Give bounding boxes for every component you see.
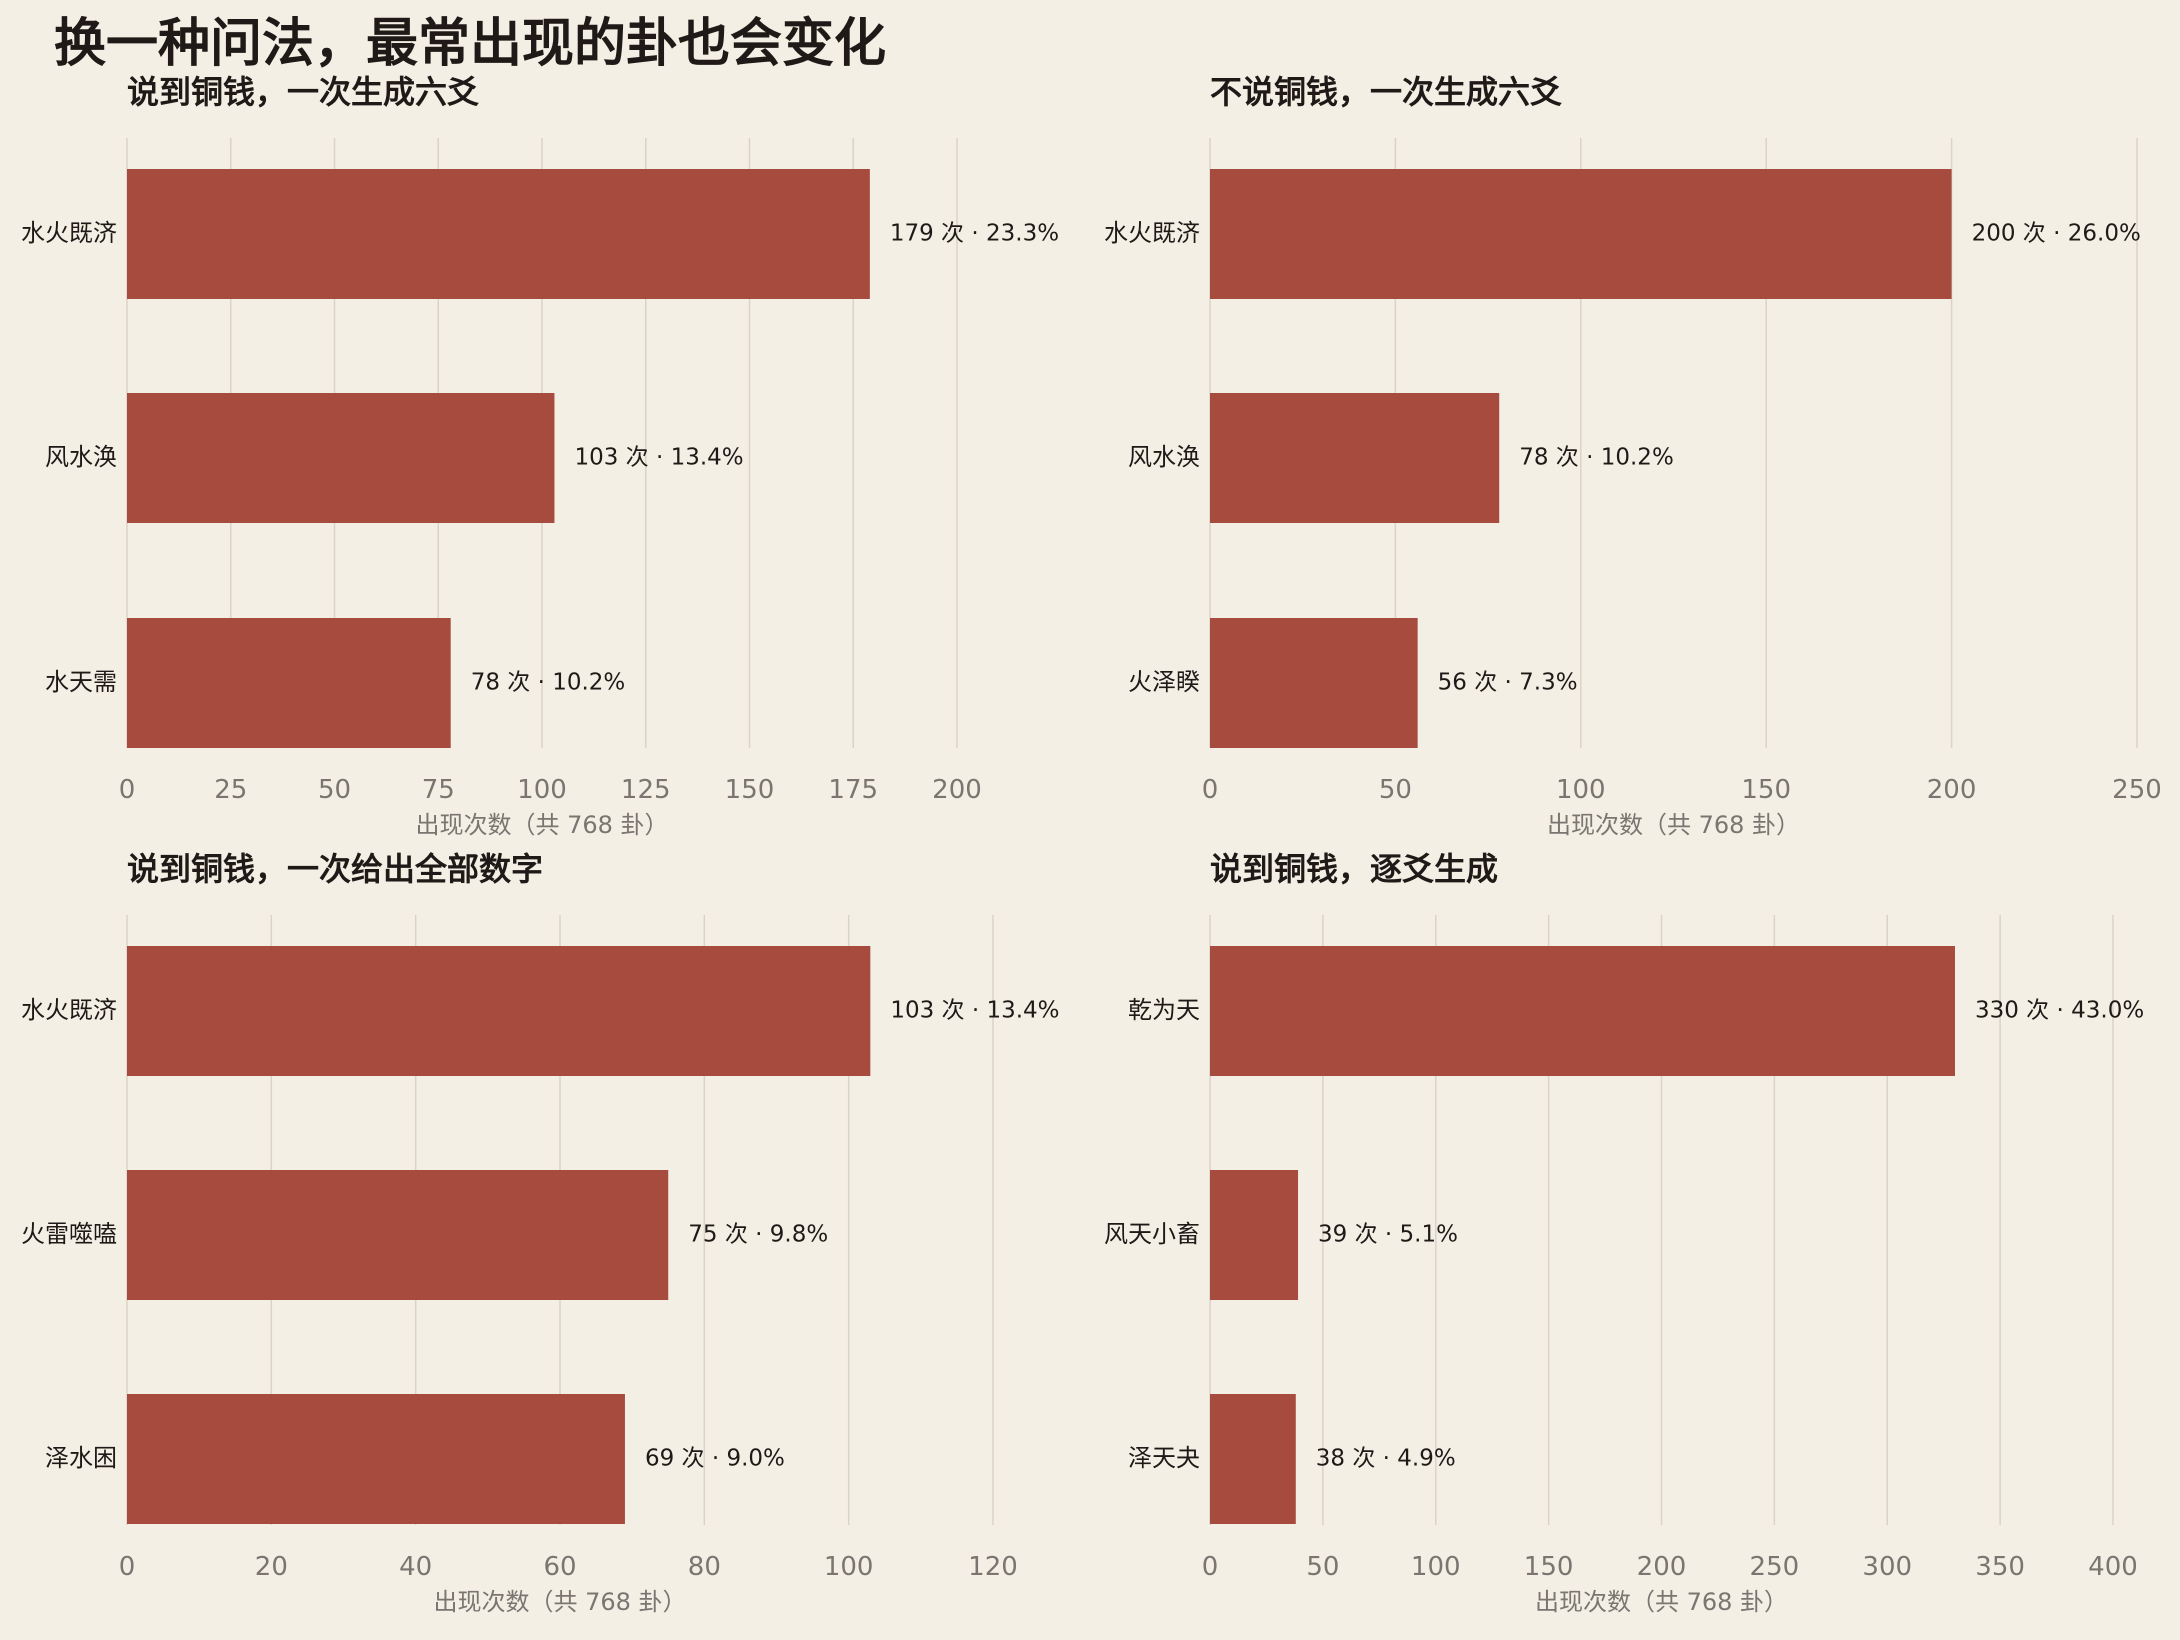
- tick-label: 150: [1524, 1552, 1574, 1582]
- tick-label: 80: [688, 1552, 721, 1582]
- tick-label: 120: [968, 1552, 1018, 1582]
- bar: [1210, 169, 1952, 299]
- bar: [127, 393, 555, 523]
- category-label: 火泽睽: [1128, 668, 1200, 696]
- x-axis-label: 出现次数（共 768 卦）: [1535, 1588, 1788, 1616]
- bar: [1210, 1394, 1296, 1524]
- tick-label: 0: [119, 775, 136, 805]
- bar: [1210, 393, 1500, 523]
- category-label: 泽天夬: [1128, 1444, 1200, 1472]
- x-axis-label: 出现次数（共 768 卦）: [1547, 811, 1800, 839]
- tick-label: 125: [621, 775, 671, 805]
- page-title: 换一种问法，最常出现的卦也会变化: [54, 14, 887, 74]
- data-label: 103 次 · 13.4%: [574, 445, 743, 471]
- category-label: 风水涣: [1128, 443, 1200, 471]
- tick-label: 50: [1379, 775, 1412, 805]
- bar: [1210, 618, 1418, 748]
- tick-label: 150: [725, 775, 775, 805]
- tick-label: 100: [1411, 1552, 1461, 1582]
- category-label: 风天小畜: [1104, 1220, 1200, 1248]
- x-axis-label: 出现次数（共 768 卦）: [433, 1588, 686, 1616]
- data-label: 56 次 · 7.3%: [1438, 670, 1578, 696]
- tick-label: 0: [1202, 1552, 1219, 1582]
- tick-label: 250: [2112, 775, 2162, 805]
- tick-label: 300: [1862, 1552, 1912, 1582]
- category-label: 水天需: [45, 668, 117, 696]
- bar: [127, 169, 870, 299]
- tick-label: 75: [422, 775, 455, 805]
- tick-label: 60: [543, 1552, 576, 1582]
- data-label: 38 次 · 4.9%: [1316, 1446, 1456, 1472]
- bar: [127, 618, 451, 748]
- bar: [127, 1394, 625, 1524]
- data-label: 200 次 · 26.0%: [1972, 221, 2141, 247]
- data-label: 69 次 · 9.0%: [645, 1446, 785, 1472]
- category-label: 火雷噬嗑: [21, 1220, 117, 1248]
- tick-label: 25: [214, 775, 247, 805]
- tick-label: 20: [255, 1552, 288, 1582]
- bar: [127, 946, 871, 1076]
- data-label: 179 次 · 23.3%: [890, 221, 1059, 247]
- tick-label: 0: [119, 1552, 136, 1582]
- panel-title: 说到铜钱，一次生成六爻: [127, 73, 479, 111]
- tick-label: 0: [1202, 775, 1219, 805]
- panel-title: 说到铜钱，逐爻生成: [1210, 850, 1498, 888]
- tick-label: 50: [1306, 1552, 1339, 1582]
- tick-label: 400: [2088, 1552, 2138, 1582]
- data-label: 330 次 · 43.0%: [1975, 998, 2144, 1024]
- tick-label: 200: [932, 775, 982, 805]
- tick-label: 50: [318, 775, 351, 805]
- tick-label: 100: [824, 1552, 874, 1582]
- panel-title: 不说铜钱，一次生成六爻: [1210, 73, 1562, 111]
- data-label: 78 次 · 10.2%: [471, 670, 626, 696]
- tick-label: 40: [399, 1552, 432, 1582]
- tick-label: 100: [517, 775, 567, 805]
- tick-label: 200: [1637, 1552, 1687, 1582]
- data-label: 75 次 · 9.8%: [688, 1222, 828, 1248]
- tick-label: 200: [1927, 775, 1977, 805]
- tick-label: 150: [1741, 775, 1791, 805]
- category-label: 泽水困: [45, 1444, 117, 1472]
- data-label: 39 次 · 5.1%: [1318, 1222, 1458, 1248]
- tick-label: 350: [1975, 1552, 2025, 1582]
- category-label: 水火既济: [21, 996, 117, 1024]
- tick-label: 100: [1556, 775, 1606, 805]
- category-label: 水火既济: [1104, 219, 1200, 247]
- category-label: 风水涣: [45, 443, 117, 471]
- category-label: 水火既济: [21, 219, 117, 247]
- bar: [127, 1170, 669, 1300]
- tick-label: 175: [828, 775, 878, 805]
- data-label: 103 次 · 13.4%: [890, 998, 1059, 1024]
- category-label: 乾为天: [1128, 996, 1200, 1024]
- panel-title: 说到铜钱，一次给出全部数字: [127, 850, 543, 888]
- x-axis-label: 出现次数（共 768 卦）: [415, 811, 668, 839]
- bar: [1210, 1170, 1299, 1300]
- data-label: 78 次 · 10.2%: [1519, 445, 1674, 471]
- bar: [1210, 946, 1955, 1076]
- tick-label: 250: [1750, 1552, 1800, 1582]
